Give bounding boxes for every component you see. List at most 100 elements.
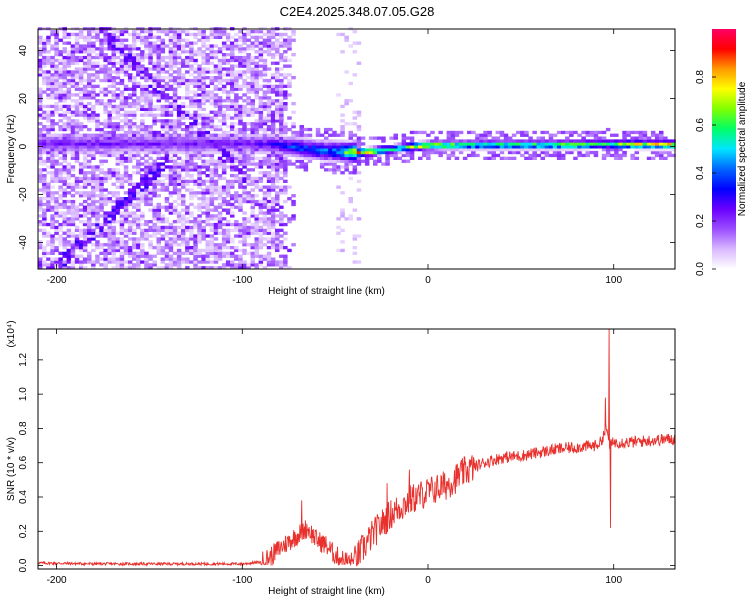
spectrogram-cell <box>103 70 108 74</box>
spectrogram-cell <box>234 225 239 230</box>
spectrogram-cell <box>217 222 223 227</box>
spectrogram-cell <box>115 133 121 137</box>
spectrogram-cell <box>164 107 170 111</box>
spectrogram-cell <box>238 76 243 80</box>
spectrogram-cell <box>401 136 407 140</box>
spectrogram-cell <box>140 142 145 146</box>
spectrogram-cell <box>152 205 157 209</box>
spectrogram-cell <box>356 110 362 114</box>
spectrogram-cell <box>201 254 206 258</box>
spectrogram-cell <box>176 78 182 83</box>
spectrogram-cell <box>221 41 227 45</box>
spectrogram-cell <box>630 142 635 146</box>
spectrogram-cell <box>58 211 63 215</box>
spectrogram-cell <box>74 260 80 264</box>
spectrogram-cell <box>295 153 300 158</box>
spectrogram-cell <box>340 148 345 152</box>
spectrogram-cell <box>205 205 210 209</box>
spectrogram-cell <box>185 171 190 175</box>
spectrogram-cell <box>87 116 92 120</box>
spectrogram-cell <box>262 194 268 198</box>
spectrogram-cell <box>283 260 288 264</box>
spectrogram-cell <box>132 171 137 175</box>
spectrogram-cell <box>254 225 259 230</box>
spectrogram-cell <box>646 148 652 152</box>
spectrogram-cell <box>471 150 476 155</box>
spectrogram-cell <box>87 202 92 207</box>
spectrogram-cell <box>115 191 121 195</box>
spectrogram-cell <box>144 185 149 189</box>
spectrogram-cell <box>38 263 43 267</box>
spectrogram-cell <box>156 139 161 143</box>
spectrogram-cell <box>78 185 84 189</box>
spectrogram-cell <box>279 188 284 192</box>
spectrogram-cell <box>577 142 582 146</box>
spectrogram-cell <box>205 240 210 244</box>
spectrogram-cell <box>168 257 174 261</box>
spectrogram-cell <box>209 225 215 230</box>
spectrogram-cell <box>258 179 264 183</box>
spectrogram-cell <box>605 127 611 132</box>
spectrogram-cell <box>119 81 125 86</box>
spectrogram-cell <box>140 38 145 42</box>
spectrogram-cell <box>156 70 161 74</box>
spectrogram-cell <box>152 176 157 181</box>
spectrogram-cell <box>181 243 186 247</box>
spectrogram-cell <box>503 139 509 143</box>
spectrogram-cell <box>667 145 672 149</box>
spectrogram-cell <box>242 136 247 140</box>
spectrogram-cell <box>238 38 243 42</box>
spectrogram-cell <box>283 162 288 166</box>
spectrogram-cell <box>127 67 133 71</box>
spectrogram-cell <box>144 174 149 178</box>
spectrogram-cell <box>50 159 55 163</box>
spectrogram-cell <box>201 266 206 270</box>
spectrogram-cell <box>38 240 43 244</box>
spectrogram-cell <box>164 93 170 97</box>
spectrogram-cell <box>99 191 104 195</box>
spectrogram-cell <box>356 136 362 140</box>
spectrogram-cell <box>291 243 296 247</box>
spectrogram-cell <box>250 199 255 204</box>
spectrogram-cell <box>38 35 43 39</box>
spectrogram-cell <box>42 113 47 117</box>
spectrogram-cell <box>230 251 235 255</box>
spectrogram-cell <box>495 153 501 158</box>
spectrogram-cell <box>279 107 284 111</box>
spectrogram-cell <box>262 107 268 111</box>
spectrogram-cell <box>58 136 63 140</box>
spectrogram-cell <box>205 99 210 103</box>
spectrogram-cell <box>176 165 182 169</box>
spectrogram-cell <box>221 145 227 149</box>
spectrogram-cell <box>213 116 219 120</box>
snr-y-tick-label: 0.2 <box>18 524 29 538</box>
spectrogram-cell <box>201 53 206 57</box>
spectrogram-cell <box>246 159 251 163</box>
spectrogram-cell <box>250 136 255 140</box>
spectrogram-cell <box>95 168 100 172</box>
spectrogram-cell <box>230 240 235 244</box>
spectrogram-cell <box>62 30 67 34</box>
spectrogram-cell <box>238 35 243 39</box>
spectrogram-cell <box>99 243 104 247</box>
spectrogram-cell <box>221 133 227 137</box>
spectrogram-cell <box>303 133 309 137</box>
spectrogram-cell <box>450 145 456 149</box>
spectrogram-cell <box>360 136 366 140</box>
spectrogram-cell <box>352 171 358 175</box>
spectrogram-cell <box>225 142 231 146</box>
spectrogram-cell <box>168 208 174 212</box>
spectrogram-cell <box>254 148 259 152</box>
spectrogram-cell <box>254 266 259 270</box>
spectrogram-cell <box>217 58 223 63</box>
spectrogram-cell <box>176 107 182 111</box>
spectrogram-cell <box>532 139 537 143</box>
spectrogram-cell <box>74 113 80 117</box>
spectrogram-cell <box>127 179 133 183</box>
spectrogram-cell <box>87 142 92 146</box>
spectrogram-cell <box>136 150 141 155</box>
spectrogram-cell <box>123 67 129 71</box>
spectrogram-cell <box>42 214 47 218</box>
spectrogram-cell <box>225 81 231 86</box>
spectrogram-cell <box>123 217 129 221</box>
